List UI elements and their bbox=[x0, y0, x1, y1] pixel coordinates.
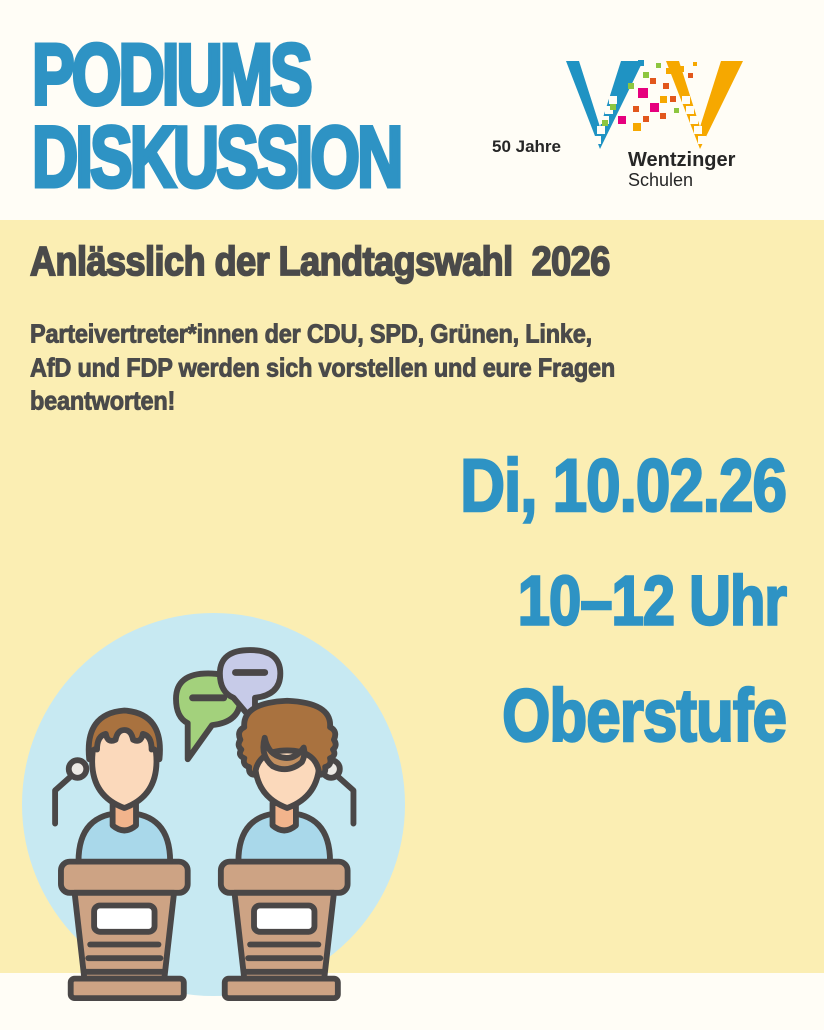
svg-text:Schulen: Schulen bbox=[628, 170, 693, 190]
svg-text:50 Jahre: 50 Jahre bbox=[492, 137, 561, 156]
svg-text:Wentzinger: Wentzinger bbox=[628, 149, 736, 171]
